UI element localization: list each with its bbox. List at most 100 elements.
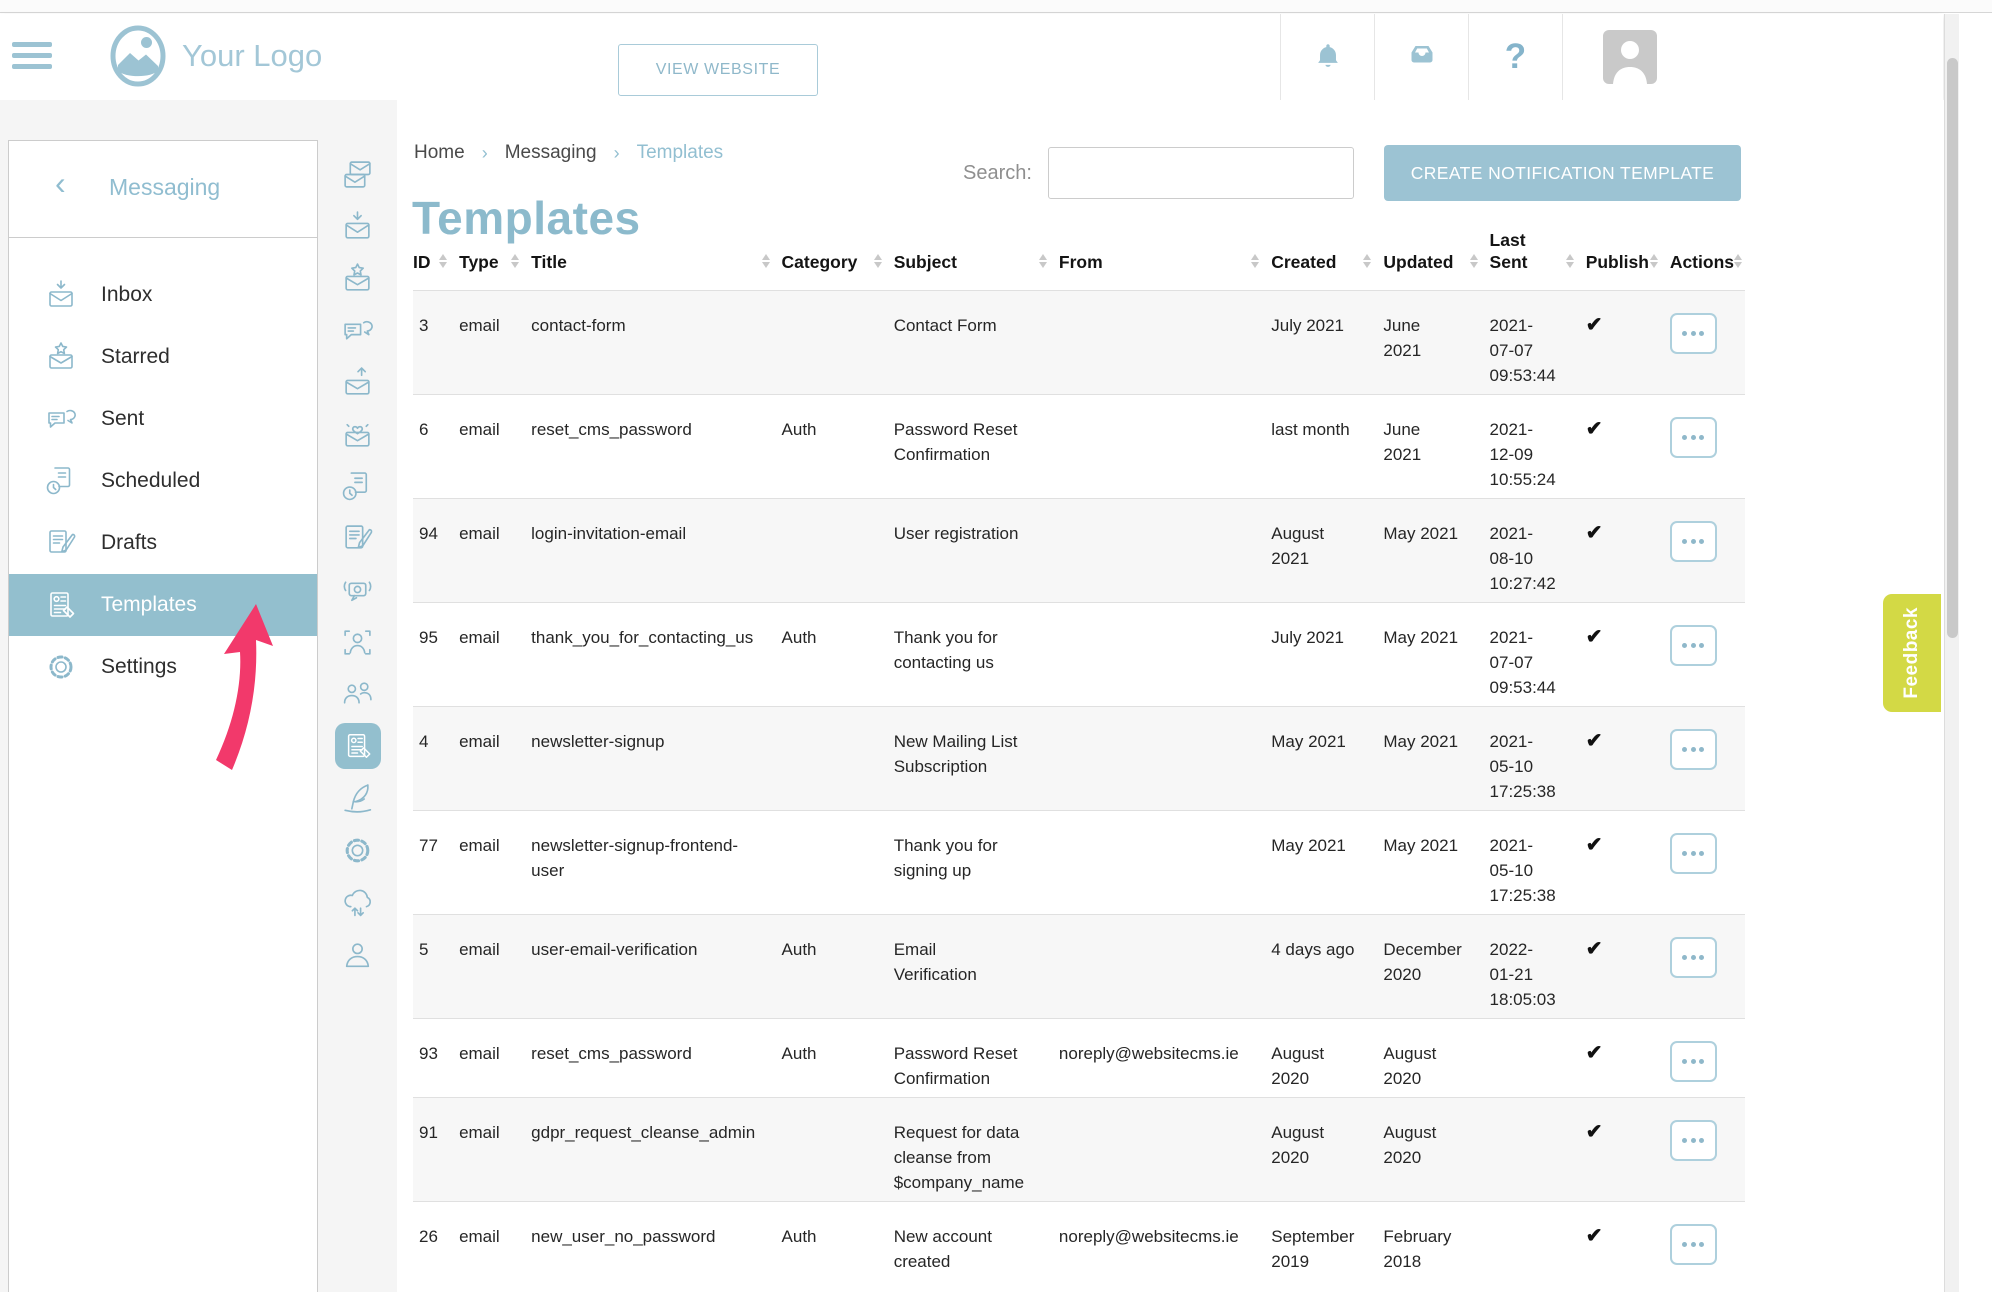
column-header-category[interactable]: Category [782,230,894,290]
sidebar-item-templates[interactable]: Templates [9,574,317,636]
strip-icon-chat-broadcast[interactable] [318,564,397,616]
menu-button[interactable] [12,41,54,75]
row-actions-button[interactable] [1669,728,1717,770]
breadcrumb-item-messaging[interactable]: Messaging [504,142,597,163]
sort-arrows-icon[interactable] [1565,253,1574,268]
table-row[interactable]: 3 email contact-form Contact Form July 2… [413,290,1745,395]
strip-icon-mail-send[interactable] [318,356,397,408]
cell-category [782,1097,894,1201]
strip-icon-cloud-sync[interactable] [318,876,397,928]
column-header-last-sent[interactable]: Last Sent [1490,230,1586,290]
sort-arrows-icon[interactable] [511,253,520,268]
sidebar-item-drafts[interactable]: Drafts [9,512,317,574]
sidebar-item-sent[interactable]: Sent [9,388,317,450]
sort-arrows-icon[interactable] [1734,253,1742,268]
column-label: Title [531,251,567,272]
user-menu-button[interactable] [1563,14,1703,100]
row-actions-button[interactable] [1669,520,1717,562]
scrollbar[interactable] [1944,14,1959,1292]
strip-icon-quill[interactable] [318,772,397,824]
gear-icon [45,651,77,683]
cell-created: August 2020 [1271,1043,1325,1088]
row-actions-button[interactable] [1669,416,1717,458]
strip-icon-user-frame[interactable] [318,616,397,668]
breadcrumb-item-home[interactable]: Home [414,142,465,163]
cell-subject: New account created [893,1226,992,1271]
table-row[interactable]: 95 email thank_you_for_contacting_us Aut… [413,602,1745,706]
strip-icon-templates[interactable] [318,720,397,772]
row-actions-button[interactable] [1669,832,1717,874]
cell-title: gdpr_request_cleanse_admin [531,1122,756,1142]
sort-arrows-icon[interactable] [1038,253,1047,268]
notifications-button[interactable] [1281,14,1374,100]
column-header-subject[interactable]: Subject [894,230,1059,290]
sidebar-item-inbox[interactable]: Inbox [9,264,317,326]
inbox-tray-button[interactable] [1375,14,1468,100]
cell-updated: May 2021 [1383,731,1459,751]
sort-arrows-icon[interactable] [439,253,448,268]
strip-icon-gear[interactable] [318,824,397,876]
strip-icon-users[interactable] [318,668,397,720]
sidebar-item-settings[interactable]: Settings [9,636,317,698]
breadcrumb-item-templates[interactable]: Templates [636,142,724,163]
create-notification-template-button[interactable]: CREATE NOTIFICATION TEMPLATE [1384,145,1741,201]
sort-arrows-icon[interactable] [1251,253,1260,268]
sort-arrows-icon[interactable] [761,253,770,268]
row-actions-button[interactable] [1669,1119,1717,1161]
table-row[interactable]: 26 email new_user_no_password Auth New a… [413,1201,1745,1280]
back-chevron-icon[interactable]: ‹ [55,165,66,201]
sort-arrows-icon[interactable] [1649,253,1658,268]
column-header-actions[interactable]: Actions [1670,230,1745,290]
strip-icon-mail-inbox[interactable] [318,200,397,252]
help-button[interactable]: ? [1469,14,1562,100]
cell-subject: Password Reset Confirmation [893,1043,1018,1088]
column-header-title[interactable]: Title [531,230,781,290]
cell-last-sent: 2021- 08-10 10:27:42 [1489,523,1556,593]
ellipsis-icon [1682,850,1688,856]
sort-arrows-icon[interactable] [1469,253,1478,268]
cell-subject: Request for data cleanse from $company_n… [893,1122,1025,1192]
table-row[interactable]: 93 email reset_cms_password Auth Passwor… [413,1018,1745,1097]
strip-icon-mail-heart[interactable] [318,408,397,460]
sidebar-item-scheduled[interactable]: Scheduled [9,450,317,512]
logo[interactable]: Your Logo [110,25,322,87]
cell-created: May 2021 [1271,731,1346,751]
view-website-button[interactable]: VIEW WEBSITE [618,44,818,96]
row-actions-button[interactable] [1669,1223,1717,1265]
column-header-updated[interactable]: Updated [1383,230,1489,290]
strip-icon-doc-clock[interactable] [318,460,397,512]
sort-arrows-icon[interactable] [1363,253,1372,268]
strip-icon-mail-stack[interactable] [318,148,397,200]
row-actions-button[interactable] [1669,312,1717,354]
feedback-tab[interactable]: Feedback [1883,594,1941,712]
table-row[interactable]: 77 email newsletter-signup-frontend-user… [413,810,1745,914]
row-actions-button[interactable] [1669,1040,1717,1082]
sidebar-item-starred[interactable]: Starred [9,326,317,388]
sidebar-header[interactable]: ‹ Messaging [9,141,317,238]
column-header-created[interactable]: Created [1271,230,1383,290]
scrollbar-thumb[interactable] [1947,58,1958,638]
table-row[interactable]: 5 email user-email-verification Auth Ema… [413,914,1745,1019]
table-row[interactable]: 94 email login-invitation-email User reg… [413,498,1745,603]
column-label: Last Sent [1489,230,1528,272]
strip-icon-chat-bubbles[interactable] [318,304,397,356]
cell-created: August 2021 [1271,523,1325,568]
row-actions-button[interactable] [1669,624,1717,666]
table-row[interactable]: 6 email reset_cms_password Auth Password… [413,394,1745,498]
table-row[interactable]: 91 email gdpr_request_cleanse_admin Requ… [413,1097,1745,1202]
column-header-type[interactable]: Type [459,230,531,290]
column-header-publish[interactable]: Publish [1586,230,1670,290]
search-input[interactable] [1047,147,1354,199]
table-row[interactable]: 4 email newsletter-signup New Mailing Li… [413,706,1745,811]
cell-title: new_user_no_password [531,1226,716,1246]
cell-last-sent: 2022- 01-21 18:05:03 [1489,939,1556,1009]
sort-arrows-icon[interactable] [873,253,882,268]
ellipsis-icon [1682,434,1688,440]
row-actions-button[interactable] [1669,936,1717,978]
strip-icon-mail-star[interactable] [318,252,397,304]
strip-icon-user[interactable] [318,928,397,980]
strip-icon-doc-pen[interactable] [318,512,397,564]
column-header-from[interactable]: From [1059,230,1271,290]
column-header-id[interactable]: ID [413,230,459,290]
